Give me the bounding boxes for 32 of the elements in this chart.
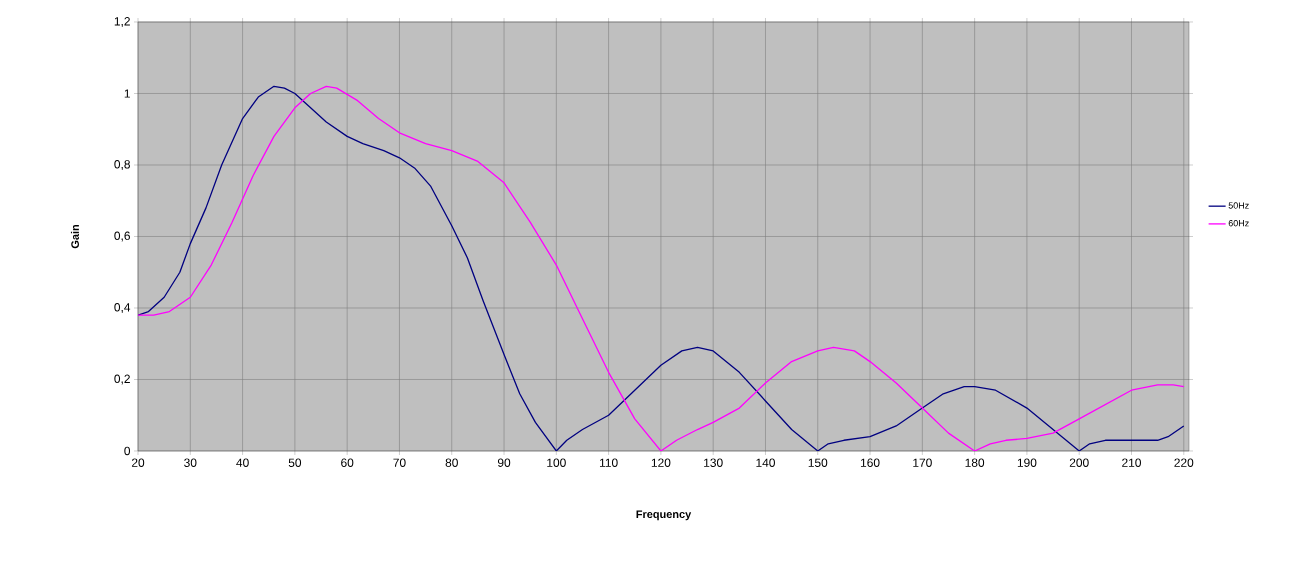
y-tick-label: 0,8 bbox=[114, 160, 130, 170]
x-axis-title: Frequency bbox=[636, 510, 692, 521]
x-tick-label: 210 bbox=[1122, 458, 1141, 467]
x-tick-label: 100 bbox=[547, 458, 566, 467]
legend-label: 60Hz bbox=[1228, 220, 1249, 227]
x-tick-label: 40 bbox=[236, 458, 249, 467]
x-tick-label: 50 bbox=[288, 458, 302, 467]
x-tick-label: 120 bbox=[651, 458, 671, 467]
y-tick-label: 1 bbox=[124, 89, 130, 98]
x-tick-label: 200 bbox=[1069, 458, 1089, 467]
x-tick-label: 30 bbox=[184, 458, 197, 467]
x-tick-label: 70 bbox=[393, 458, 406, 467]
x-tick-label: 90 bbox=[497, 458, 511, 467]
x-tick-label: 130 bbox=[704, 458, 723, 467]
x-tick-label: 180 bbox=[965, 458, 985, 467]
y-axis-title: Gain bbox=[70, 224, 79, 249]
y-tick-label: 1,2 bbox=[114, 17, 130, 27]
x-tick-label: 110 bbox=[599, 458, 618, 467]
x-tick-label: 150 bbox=[808, 458, 828, 467]
x-tick-label: 20 bbox=[131, 458, 145, 467]
x-tick-label: 80 bbox=[445, 458, 458, 467]
x-tick-label: 140 bbox=[756, 458, 775, 467]
x-tick-label: 160 bbox=[860, 458, 880, 467]
y-tick-label: 0,2 bbox=[114, 374, 130, 385]
x-tick-label: 190 bbox=[1017, 458, 1037, 467]
legend-label: 50Hz bbox=[1228, 202, 1249, 209]
x-tick-label: 220 bbox=[1174, 458, 1194, 467]
y-tick-label: 0,4 bbox=[114, 303, 131, 313]
x-tick-label: 170 bbox=[913, 458, 932, 467]
y-tick-label: 0 bbox=[124, 446, 131, 456]
x-tick-label: 60 bbox=[341, 458, 354, 467]
y-tick-label: 0,6 bbox=[114, 231, 130, 242]
